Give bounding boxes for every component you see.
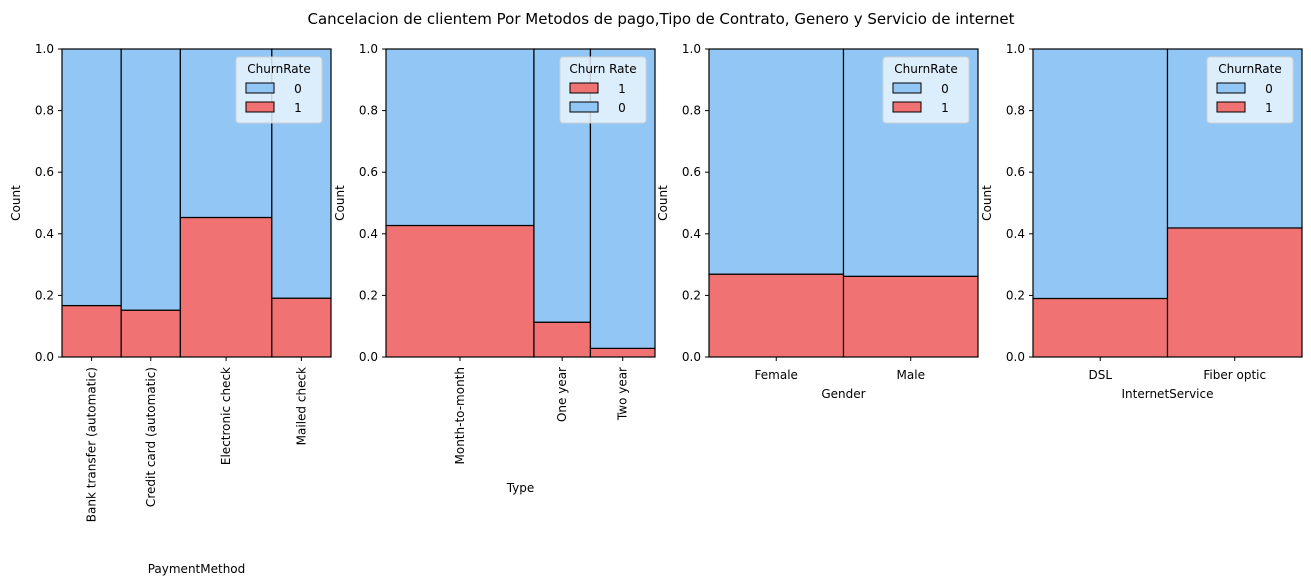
- legend-swatch-0: [569, 101, 599, 113]
- ytick-label: 1.0: [359, 42, 378, 56]
- xtick-label: Credit card (automatic): [144, 367, 158, 507]
- ytick-label: 0.8: [359, 104, 378, 118]
- ytick-label: 0.6: [359, 165, 378, 179]
- legend-label: 1: [294, 101, 302, 115]
- ytick-label: 1.0: [682, 42, 701, 56]
- ytick-label: 0.4: [359, 227, 378, 241]
- ytick-label: 0.4: [35, 227, 54, 241]
- xtick-label: One year: [555, 367, 569, 422]
- subplot-4: 0.0 0.2 0.4 0.6 0.8 1.0 Count DSL Fiber optic Int…: [980, 42, 1303, 401]
- x-axis-label: PaymentMethod: [148, 562, 246, 576]
- ytick-label: 0.2: [35, 288, 54, 302]
- ytick-label: 0.6: [35, 165, 54, 179]
- subplot-3: 0.0 0.2 0.4 0.6 0.8 1.0 Count Female Male Gender C…: [656, 42, 979, 401]
- legend-1: Churn Rate 1 0: [559, 56, 647, 124]
- legend-label: 1: [941, 101, 949, 115]
- y-axis-label: Count: [656, 185, 670, 221]
- legend-label: 0: [941, 82, 949, 96]
- bar-1-1-churn-1: [533, 321, 592, 358]
- legend-label: 0: [1265, 82, 1273, 96]
- legend-swatch-0: [1216, 82, 1246, 94]
- xtick-label: Female: [755, 368, 798, 382]
- bar-1-2-churn-1: [589, 347, 656, 358]
- ytick-label: 0.4: [1006, 227, 1025, 241]
- ytick-label: 0.6: [1006, 165, 1025, 179]
- x-axis-label: Gender: [821, 387, 865, 401]
- subplot-1: 0.0 0.2 0.4 0.6 0.8 1.0 Count Bank transfer (au…: [9, 42, 332, 576]
- bar-2-0-churn-0: [708, 48, 845, 275]
- bar-3-0-churn-0: [1032, 48, 1169, 300]
- legend-swatch-1: [245, 101, 275, 113]
- axes-frame-2: [708, 48, 979, 358]
- bar-3-0-churn-1: [1032, 297, 1169, 358]
- legend-title: ChurnRate: [894, 62, 957, 76]
- xtick-label: Bank transfer (automatic): [85, 367, 99, 522]
- bar-3-1-churn-1: [1166, 227, 1303, 358]
- y-axis-label: Count: [333, 185, 347, 221]
- legend-swatch-1: [1216, 101, 1246, 113]
- bar-0-1-churn-1: [120, 309, 181, 358]
- xtick-label: Fiber optic: [1203, 368, 1266, 382]
- ytick-label: 0.0: [682, 350, 701, 364]
- xtick-label: DSL: [1088, 368, 1112, 382]
- axes-frame-0: [61, 48, 332, 358]
- legend-0: ChurnRate 0 1: [235, 56, 323, 124]
- subplot-2: 0.0 0.2 0.4 0.6 0.8 1.0 Count Month-to-month One…: [333, 42, 656, 495]
- legend-title: ChurnRate: [1218, 62, 1281, 76]
- ytick-label: 0.2: [682, 288, 701, 302]
- ytick-label: 1.0: [1006, 42, 1025, 56]
- axes-frame-1: [385, 48, 656, 358]
- legend-title: ChurnRate: [247, 62, 310, 76]
- y-axis-label: Count: [9, 185, 23, 221]
- bar-2-0-churn-1: [708, 273, 845, 358]
- ytick-label: 0.8: [35, 104, 54, 118]
- legend-label: 1: [1265, 101, 1273, 115]
- xtick-label: Electronic check: [219, 367, 233, 465]
- ytick-label: 0.2: [359, 288, 378, 302]
- bar-1-0-churn-1: [385, 224, 535, 358]
- legend-swatch-0: [245, 82, 275, 94]
- figure-title: Cancelacion de clientem Por Metodos de p…: [307, 10, 1014, 28]
- ytick-label: 0.6: [682, 165, 701, 179]
- ytick-label: 0.8: [682, 104, 701, 118]
- xtick-label: Male: [897, 368, 925, 382]
- legend-label: 1: [618, 82, 626, 96]
- legend-swatch-1: [569, 82, 599, 94]
- ytick-label: 0.0: [1006, 350, 1025, 364]
- legend-swatch-1: [892, 101, 922, 113]
- axes-frame-3: [1032, 48, 1303, 358]
- subplots: 0.0 0.2 0.4 0.6 0.8 1.0 Count Bank transfer (au…: [9, 42, 1303, 576]
- legend-title: Churn Rate: [569, 62, 636, 76]
- legend-label: 0: [294, 82, 302, 96]
- legend-3: ChurnRate 0 1: [1206, 56, 1294, 124]
- x-axis-label: Type: [506, 481, 535, 495]
- bar-0-0-churn-0: [61, 48, 122, 307]
- xtick-label: Month-to-month: [453, 367, 467, 465]
- xtick-label: Mailed check: [294, 367, 308, 445]
- bar-0-1-churn-0: [120, 48, 181, 311]
- ytick-label: 0.0: [359, 350, 378, 364]
- bar-1-0-churn-0: [385, 48, 535, 227]
- bar-0-2-churn-1: [179, 216, 273, 358]
- bar-2-1-churn-1: [842, 275, 979, 358]
- legend-2: ChurnRate 0 1: [882, 56, 970, 124]
- legend-label: 0: [618, 101, 626, 115]
- x-axis-label: InternetService: [1122, 387, 1214, 401]
- ytick-label: 0.4: [682, 227, 701, 241]
- y-axis-label: Count: [980, 185, 994, 221]
- bar-0-0-churn-1: [61, 304, 122, 358]
- ytick-label: 0.2: [1006, 288, 1025, 302]
- ytick-label: 0.0: [35, 350, 54, 364]
- bar-0-3-churn-1: [271, 297, 332, 358]
- legend-swatch-0: [892, 82, 922, 94]
- xtick-label: Two year: [616, 367, 630, 421]
- ytick-label: 0.8: [1006, 104, 1025, 118]
- ytick-label: 1.0: [35, 42, 54, 56]
